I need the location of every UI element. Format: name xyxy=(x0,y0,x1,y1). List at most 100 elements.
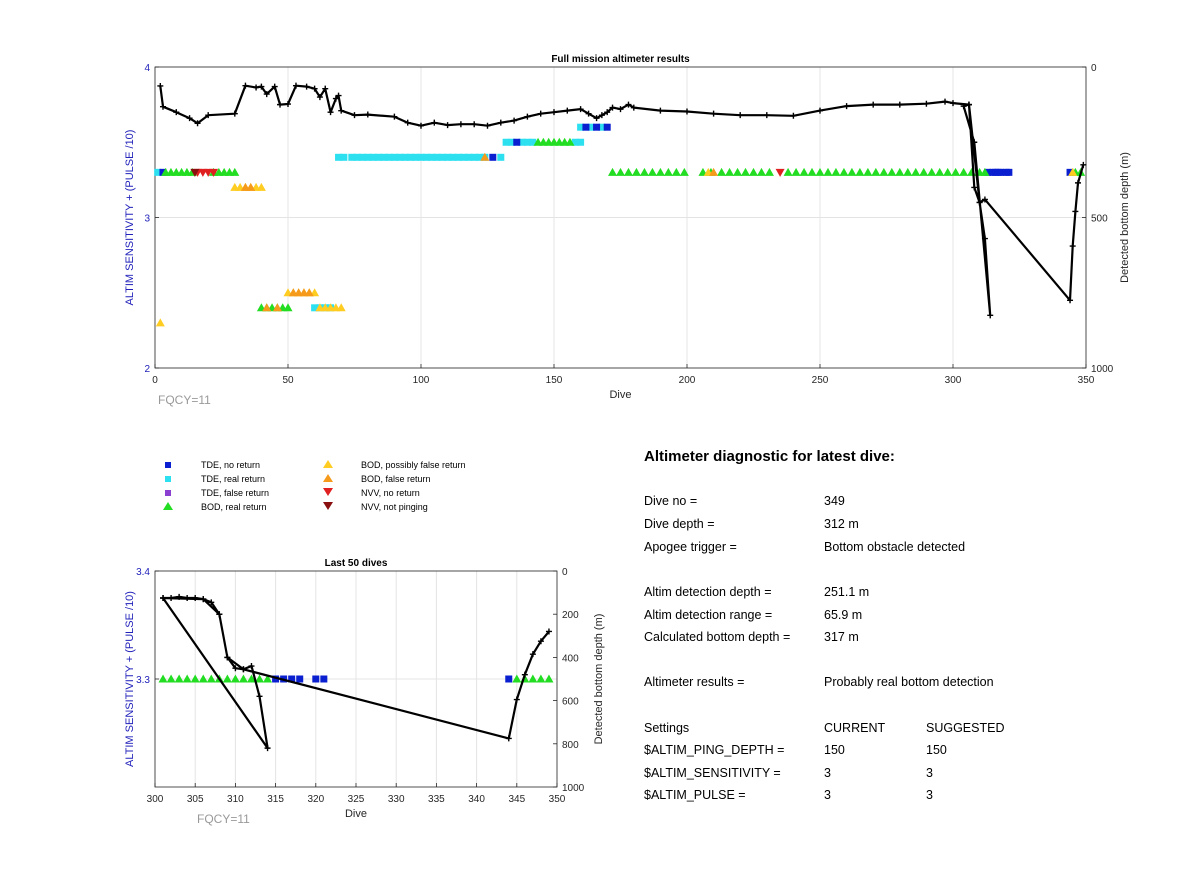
data-marker-triangle-up xyxy=(536,674,546,683)
bottom-depth-point xyxy=(737,112,744,119)
data-marker-square xyxy=(465,153,473,161)
data-marker-triangle-up xyxy=(871,167,881,176)
y-tick-label: 2 xyxy=(144,364,150,375)
data-marker-triangle-up xyxy=(791,167,801,176)
bottom-depth-point xyxy=(484,122,491,129)
bottom-depth-point xyxy=(942,98,949,105)
data-marker-triangle-up xyxy=(887,167,897,176)
data-marker-square xyxy=(507,138,515,146)
data-marker-triangle-up xyxy=(158,674,168,683)
bottom-depth-point xyxy=(981,235,988,242)
data-marker-triangle-up xyxy=(879,167,889,176)
data-marker-square xyxy=(505,675,513,683)
data-marker-square xyxy=(470,153,478,161)
legend-label: TDE, real return xyxy=(201,474,266,484)
bottom-depth-point xyxy=(497,119,504,126)
data-marker-square xyxy=(385,153,393,161)
data-marker-square xyxy=(444,153,452,161)
y2-axis-label: Detected bottom depth (m) xyxy=(1119,152,1131,283)
x-tick-label: 315 xyxy=(267,794,284,805)
bottom-depth-point xyxy=(537,638,544,645)
altim-range-label: Altim detection range = xyxy=(644,608,773,622)
x-tick-label: 340 xyxy=(468,794,485,805)
data-marker-square xyxy=(154,168,162,176)
bottom-depth-point xyxy=(505,735,512,742)
y2-tick-label: 0 xyxy=(562,567,568,578)
bottom-depth-point xyxy=(264,745,271,752)
data-marker-triangle-up xyxy=(903,167,913,176)
bottom-depth-point xyxy=(418,122,424,129)
data-marker-square xyxy=(390,153,398,161)
legend-item: NVV, no return xyxy=(323,488,420,498)
legend-marker-triangle-down-icon xyxy=(323,502,333,510)
data-marker-triangle-up xyxy=(262,303,272,312)
setting-name: $ALTIM_PULSE = xyxy=(644,788,746,802)
data-marker-triangle-up xyxy=(190,674,200,683)
bottom-depth-point xyxy=(1075,179,1082,186)
bottom-depth-point xyxy=(192,595,199,601)
data-marker-triangle-down xyxy=(209,168,219,177)
data-marker-triangle-up xyxy=(283,303,293,312)
data-marker-square xyxy=(489,153,497,161)
calc-bottom-row: Calculated bottom depth = 317 m xyxy=(644,630,859,644)
data-marker-square xyxy=(577,123,585,131)
data-marker-triangle-up xyxy=(616,167,625,176)
bottom-depth-point xyxy=(327,109,334,116)
data-marker-triangle-up xyxy=(565,137,575,146)
x-axis-label: Dive xyxy=(345,808,367,820)
bottom-depth-point xyxy=(404,119,411,126)
bottom-depth-point xyxy=(231,110,238,117)
x-axis-label: Dive xyxy=(609,389,631,401)
x-tick-label: 330 xyxy=(388,794,405,805)
bottom-depth-point xyxy=(263,91,270,98)
bottom-depth-point xyxy=(248,663,255,670)
bottom-depth-point xyxy=(981,196,988,203)
legend-item: BOD, possibly false return xyxy=(323,460,466,470)
x-tick-label: 100 xyxy=(413,375,430,386)
legend-marker-triangle-up-icon xyxy=(323,474,333,482)
setting-current: 3 xyxy=(824,766,831,780)
x-tick-label: 350 xyxy=(549,794,566,805)
data-marker-square xyxy=(428,153,436,161)
dive-no-label: Dive no = xyxy=(644,494,698,508)
data-marker-triangle-up xyxy=(831,167,841,176)
bottom-depth-point xyxy=(564,107,571,114)
bottom-depth-point xyxy=(232,665,239,672)
bottom-depth-point xyxy=(657,107,664,114)
data-marker-square xyxy=(984,168,992,176)
data-marker-triangle-up xyxy=(166,674,176,683)
legend-label: TDE, false return xyxy=(201,488,270,498)
bottom-depth-point xyxy=(625,101,632,108)
data-marker-square xyxy=(380,153,388,161)
legend-marker-square-icon xyxy=(165,490,171,496)
bottom-depth-point xyxy=(1072,208,1079,215)
data-marker-triangle-up xyxy=(246,674,256,683)
bottom-depth-point xyxy=(303,83,310,90)
bottom-depth-point xyxy=(843,103,850,110)
x-tick-label: 300 xyxy=(945,375,962,386)
bottom-depth-point xyxy=(511,117,518,124)
data-marker-triangle-up xyxy=(951,167,961,176)
bottom-depth-point xyxy=(277,101,284,108)
bottom-depth-point xyxy=(335,92,342,99)
setting-current: 3 xyxy=(824,788,831,802)
bottom-depth-point xyxy=(609,104,616,111)
bottom-depth-line xyxy=(159,84,1085,317)
data-marker-triangle-up xyxy=(839,167,849,176)
data-marker-triangle-down xyxy=(775,168,785,177)
data-marker-square xyxy=(312,675,320,683)
apogee-label: Apogee trigger = xyxy=(644,540,737,554)
data-marker-triangle-up xyxy=(480,152,490,161)
data-marker-triangle-up xyxy=(230,167,240,176)
data-marker-square xyxy=(603,123,611,131)
apogee-value: Bottom obstacle detected xyxy=(824,540,966,554)
data-marker-square xyxy=(598,123,606,131)
data-marker-triangle-up xyxy=(863,167,873,176)
data-marker-triangle-up xyxy=(679,167,689,176)
results-row: Altimeter results = Probably real bottom … xyxy=(644,675,994,689)
data-marker-triangle-up xyxy=(967,167,977,176)
legend-item: TDE, false return xyxy=(165,488,269,498)
bottom-depth-point xyxy=(338,107,345,114)
data-marker-square xyxy=(529,138,537,146)
